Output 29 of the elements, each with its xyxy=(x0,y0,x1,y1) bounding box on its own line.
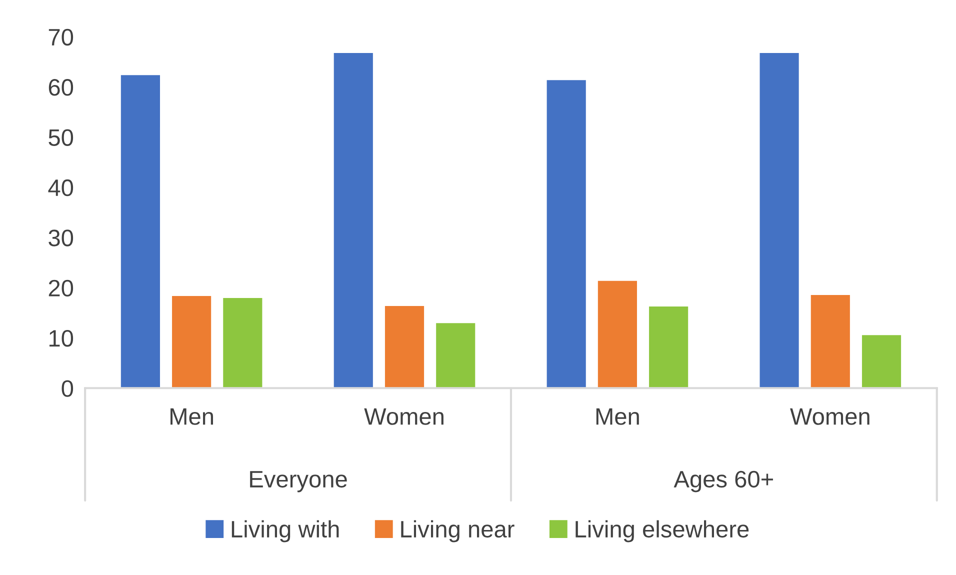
x-tick-label: Men xyxy=(170,408,213,425)
y-tick-label: 10 xyxy=(50,330,74,347)
bar xyxy=(545,78,588,388)
bar xyxy=(809,294,852,388)
legend-label: Living elsewhere xyxy=(576,520,749,542)
y-tick-label: 30 xyxy=(48,230,74,246)
y-tick-label: 20 xyxy=(48,280,74,297)
bar xyxy=(434,322,477,388)
text: Everyone xyxy=(250,471,347,492)
y-tick-label: 60 xyxy=(48,79,74,96)
y-tick-label: 0 xyxy=(62,380,74,397)
text: Ages 60+ xyxy=(674,470,773,492)
bar xyxy=(758,52,800,388)
y-tick-label: 70 xyxy=(48,28,74,46)
y-tick-label: 50 xyxy=(48,129,74,146)
legend-label: Living near xyxy=(401,520,514,542)
bar xyxy=(384,304,426,388)
bar xyxy=(332,52,374,388)
bar xyxy=(596,280,638,388)
x-tick-label: Men xyxy=(596,408,639,425)
bar xyxy=(120,74,162,388)
bar xyxy=(860,334,902,388)
legend-label: Living with xyxy=(232,520,339,542)
x-tick-label: Women xyxy=(790,408,870,425)
bar xyxy=(222,296,264,388)
bar xyxy=(170,294,212,388)
x-tick-label: Women xyxy=(364,408,444,425)
bar xyxy=(648,305,690,388)
y-tick-label: 40 xyxy=(48,179,74,196)
